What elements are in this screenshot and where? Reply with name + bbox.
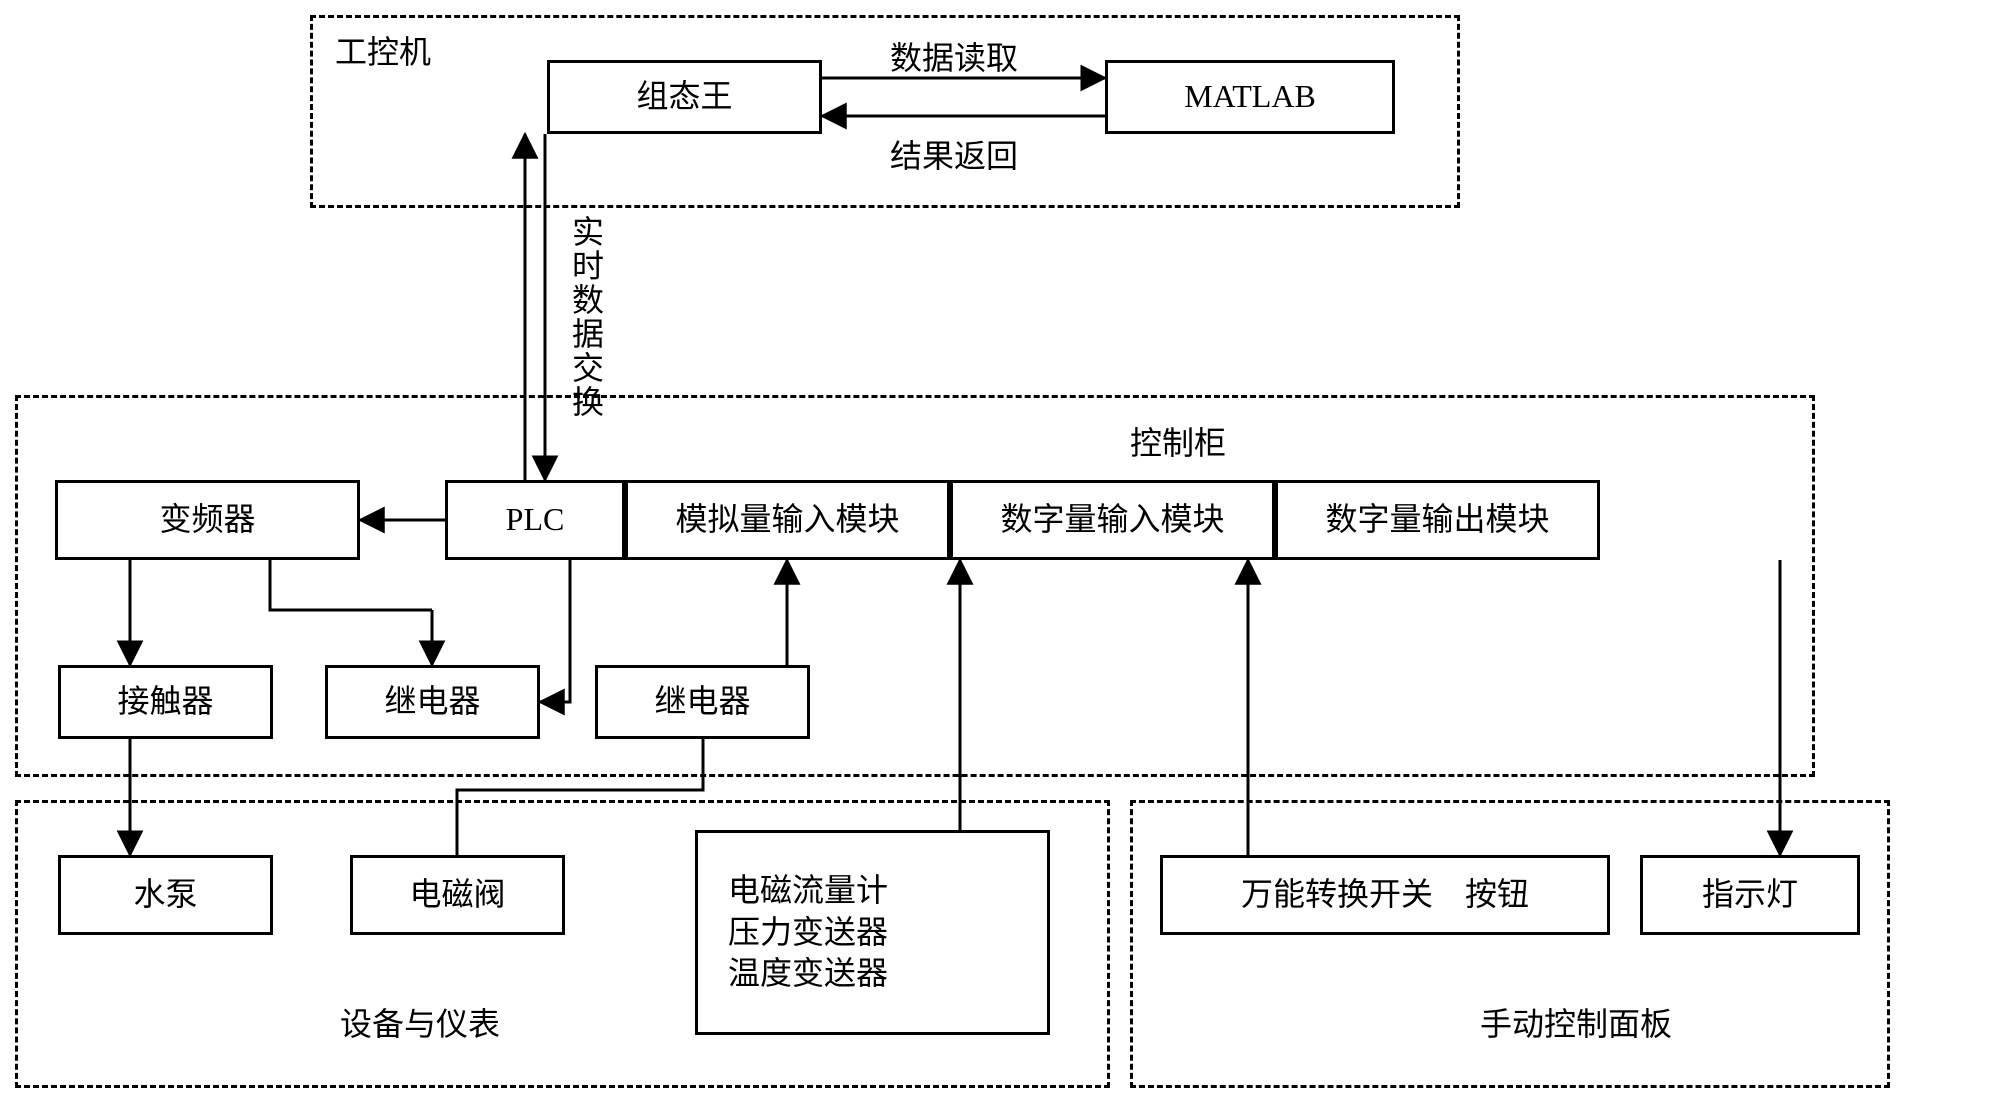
node-indicator: 指示灯	[1640, 855, 1860, 935]
node-pump: 水泵	[58, 855, 273, 935]
node-plc: PLC	[445, 480, 625, 560]
node-relay-1: 继电器	[325, 665, 540, 739]
node-matlab: MATLAB	[1105, 60, 1395, 134]
node-digital-out: 数字量输出模块	[1275, 480, 1600, 560]
node-inverter: 变频器	[55, 480, 360, 560]
group-cabinet	[15, 395, 1815, 777]
group-label-ipc: 工控机	[335, 33, 431, 71]
edge-label-return: 结果返回	[890, 137, 1018, 175]
node-contactor: 接触器	[58, 665, 273, 739]
edge-label-read: 数据读取	[890, 39, 1018, 77]
node-analog-in: 模拟量输入模块	[625, 480, 950, 560]
group-label-cabinet: 控制柜	[1130, 424, 1226, 462]
node-valve: 电磁阀	[350, 855, 565, 935]
node-kingview: 组态王	[547, 60, 822, 134]
edge-label-realtime: 实时数据交换	[570, 215, 602, 419]
system-diagram: 工控机 控制柜 设备与仪表 手动控制面板 组态王 MATLAB 变频器 PLC …	[0, 0, 1998, 1097]
node-digital-in: 数字量输入模块	[950, 480, 1275, 560]
node-switch-btn: 万能转换开关 按钮	[1160, 855, 1610, 935]
group-label-devices: 设备与仪表	[340, 1005, 500, 1043]
group-manual	[1130, 800, 1890, 1088]
node-relay-2: 继电器	[595, 665, 810, 739]
node-sensors: 电磁流量计 压力变送器 温度变送器	[695, 830, 1050, 1035]
group-label-manual: 手动控制面板	[1480, 1005, 1672, 1043]
